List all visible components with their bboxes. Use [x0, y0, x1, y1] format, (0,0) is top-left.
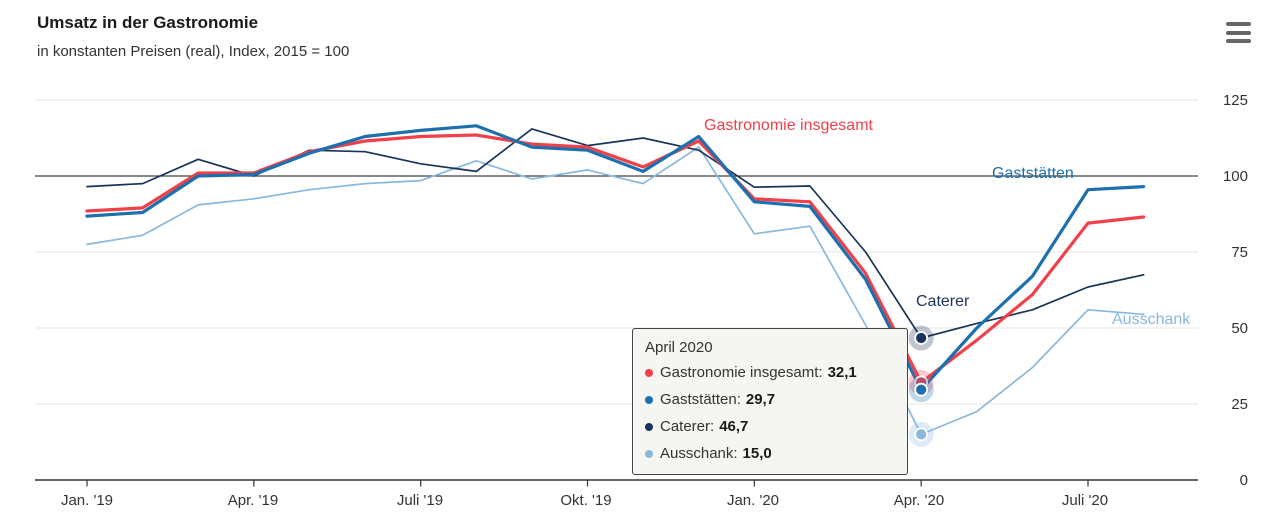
y-axis-label: 125 — [1222, 92, 1248, 109]
y-axis-label: 75 — [1231, 244, 1248, 261]
series-marker-1[interactable] — [914, 382, 929, 397]
series-bullet-icon — [645, 368, 653, 377]
x-axis-label: Apr. '20 — [893, 492, 945, 509]
page-title: Umsatz in der Gastronomie — [37, 13, 259, 32]
y-axis-label: 0 — [1239, 472, 1248, 489]
tooltip-row: Ausschank: 15,0 — [645, 445, 895, 462]
series-label-ausschank: Ausschank — [1112, 311, 1191, 328]
series-bullet-icon — [645, 395, 653, 404]
tooltip-series-value: 46,7 — [719, 418, 749, 435]
chart-subtitle: in konstanten Preisen (real), Index, 201… — [37, 43, 350, 60]
tooltip-series-value: 15,0 — [742, 445, 772, 462]
hamburger-bar — [1226, 22, 1251, 26]
tooltip-series-name: Caterer: — [660, 418, 715, 435]
y-axis-label: 50 — [1231, 320, 1248, 337]
tooltip-series-name: Gaststätten: — [660, 391, 741, 408]
x-axis-label: Apr. '19 — [227, 492, 279, 509]
series-label-caterer: Caterer — [916, 293, 970, 310]
x-axis-label: Juli '20 — [1061, 492, 1109, 509]
tooltip-row: Gastronomie insgesamt: 32,1 — [645, 364, 895, 381]
series-line-0[interactable] — [85, 133, 1146, 384]
tooltip-series-name: Ausschank: — [660, 445, 738, 462]
x-axis-label: Okt. '19 — [560, 492, 612, 509]
series-label-gaststaetten: Gaststätten — [992, 165, 1074, 182]
tooltip-series-value: 29,7 — [745, 391, 776, 408]
hamburger-bar — [1226, 30, 1251, 35]
x-axis-label: Juli '19 — [396, 492, 444, 509]
y-axis-label: 25 — [1231, 396, 1248, 413]
tooltip: April 2020 Gastronomie insgesamt: 32,1 G… — [632, 328, 908, 475]
series-label-gastronomie-insgesamt: Gastronomie insgesamt — [704, 117, 873, 134]
hamburger-menu-icon[interactable] — [1226, 22, 1251, 43]
series-marker-2[interactable] — [914, 331, 929, 345]
series-line-1[interactable] — [85, 124, 1146, 392]
series-bullet-icon — [645, 449, 653, 458]
series-bullet-icon — [645, 422, 653, 431]
series-line-3[interactable] — [86, 146, 1145, 436]
hamburger-bar — [1226, 39, 1251, 43]
x-axis-label: Jan. '20 — [726, 492, 780, 509]
tooltip-row: Caterer: 46,7 — [645, 418, 895, 435]
y-axis-label: 100 — [1222, 168, 1248, 185]
series-marker-3[interactable] — [914, 427, 929, 442]
x-axis-label: Jan. '19 — [60, 492, 114, 509]
tooltip-series-value: 32,1 — [827, 364, 857, 381]
tooltip-series-name: Gastronomie insgesamt: — [660, 364, 823, 381]
tooltip-title: April 2020 — [645, 339, 713, 356]
tooltip-row: Gaststätten: 29,7 — [645, 391, 895, 408]
